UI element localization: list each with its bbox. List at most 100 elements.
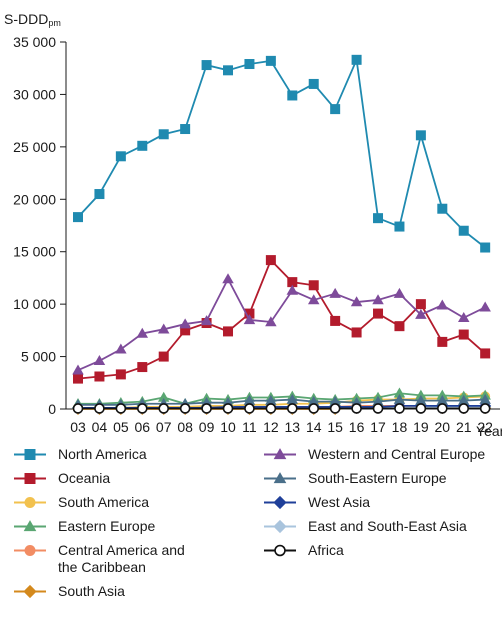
legend-symbol-east-and-south-east-asia xyxy=(264,519,296,534)
data-point-africa xyxy=(222,403,234,414)
x-tick-label: 07 xyxy=(156,419,172,435)
legend-marker xyxy=(24,497,36,508)
data-point-north-america xyxy=(201,60,212,71)
legend-item-eastern-europe: Eastern Europe xyxy=(12,518,155,535)
legend-symbol-south-asia xyxy=(14,584,46,599)
x-tick-label: 18 xyxy=(392,419,408,435)
data-point-oceania xyxy=(73,373,83,384)
data-point-western-and-central-europe xyxy=(329,287,341,298)
legend-item-east-and-south-east-asia: East and South-East Asia xyxy=(262,518,467,535)
data-point-north-america xyxy=(308,78,319,89)
data-point-south-eastern-europe xyxy=(436,394,449,405)
legend-item-south-america: South America xyxy=(12,494,149,511)
data-point-oceania xyxy=(223,326,234,337)
y-tick-label: 15 000 xyxy=(13,244,56,260)
legend-symbol-north-america xyxy=(14,449,46,460)
data-point-africa xyxy=(415,403,427,414)
data-point-north-america xyxy=(244,59,255,70)
data-point-oceania xyxy=(437,336,448,347)
data-point-north-america xyxy=(415,130,426,141)
legend-label: North America xyxy=(58,446,147,462)
data-point-africa xyxy=(286,403,298,414)
data-point-oceania xyxy=(180,325,191,336)
x-tick-label: 13 xyxy=(285,419,301,435)
data-point-western-and-central-europe xyxy=(286,284,299,295)
x-tick-label: 04 xyxy=(92,419,108,435)
series-north-america xyxy=(73,54,491,253)
legend-symbol-western-and-central-europe xyxy=(264,448,296,460)
x-tick-label: 09 xyxy=(199,419,215,435)
data-point-north-america xyxy=(115,151,126,162)
data-point-oceania xyxy=(373,308,384,319)
series-line-oceania xyxy=(77,258,486,380)
legend-label: East and South-East Asia xyxy=(308,518,467,534)
data-point-south-eastern-europe xyxy=(415,394,427,405)
data-point-western-and-central-europe xyxy=(72,364,84,375)
data-point-western-and-central-europe xyxy=(457,312,470,323)
legend-symbol-africa xyxy=(264,544,296,557)
legend-item-western-and-central-europe: Western and Central Europe xyxy=(262,446,485,463)
series-western-and-central-europe xyxy=(72,273,491,375)
data-point-western-and-central-europe xyxy=(115,343,127,354)
data-point-western-and-central-europe xyxy=(350,296,363,307)
legend-item-south-asia: South Asia xyxy=(12,583,125,600)
legend-symbol-eastern-europe xyxy=(14,520,46,532)
series-line-western-and-central-europe xyxy=(77,277,486,372)
data-point-oceania xyxy=(458,329,469,340)
x-tick-label: 06 xyxy=(135,419,151,435)
series-africa xyxy=(72,403,491,414)
legend-item-west-asia: West Asia xyxy=(262,494,370,511)
y-tick-label: 10 000 xyxy=(13,296,56,312)
data-point-south-eastern-europe xyxy=(286,393,299,404)
legend-label: Oceania xyxy=(58,470,111,486)
y-tick-label: 30 000 xyxy=(13,86,56,102)
x-tick-label: 12 xyxy=(263,419,279,435)
data-point-western-and-central-europe xyxy=(136,327,149,338)
data-point-north-america xyxy=(373,213,384,224)
legend-marker xyxy=(24,449,36,460)
data-point-africa xyxy=(372,403,384,414)
data-point-africa xyxy=(244,403,255,414)
legend-symbol-oceania xyxy=(14,473,46,484)
data-point-north-america xyxy=(94,189,105,200)
data-point-western-and-central-europe xyxy=(415,308,427,319)
data-point-north-america xyxy=(180,124,191,135)
data-point-south-eastern-europe xyxy=(265,394,277,405)
data-point-africa xyxy=(179,403,191,414)
legend-label: West Asia xyxy=(308,494,370,510)
legend-item-central-america-and-the-caribbean: Central America and the Caribbean xyxy=(12,542,193,576)
legend-item-south-eastern-europe: South-Eastern Europe xyxy=(262,470,447,487)
data-point-western-and-central-europe xyxy=(93,355,106,366)
data-point-north-america xyxy=(437,203,448,214)
x-tick-label: 15 xyxy=(327,419,343,435)
y-tick-label: 35 000 xyxy=(13,34,56,50)
data-point-western-and-central-europe xyxy=(436,299,449,310)
data-point-western-and-central-europe xyxy=(179,318,191,329)
legend-marker xyxy=(273,495,287,510)
legend-item-africa: Africa xyxy=(262,542,344,559)
data-point-oceania xyxy=(265,255,276,266)
data-point-south-eastern-europe xyxy=(307,395,320,406)
legend-label: South Asia xyxy=(58,583,125,599)
data-point-north-america xyxy=(458,225,469,236)
axes: 0 5 000 10 000 15 000 20 000 25 000 30 000 35 0… xyxy=(13,34,500,435)
x-tick-label: 03 xyxy=(70,419,86,435)
legend-marker xyxy=(273,448,287,460)
data-point-western-and-central-europe xyxy=(200,315,213,326)
x-tick-label: 11 xyxy=(242,419,257,435)
legend-label: South America xyxy=(58,494,150,510)
legend-marker xyxy=(24,473,36,484)
data-point-africa xyxy=(265,403,277,414)
data-point-north-america xyxy=(351,54,362,65)
data-point-oceania xyxy=(158,351,169,362)
data-point-north-america xyxy=(265,55,276,66)
data-point-south-eastern-europe xyxy=(457,394,470,405)
data-point-north-america xyxy=(330,104,341,115)
data-point-north-america xyxy=(137,140,148,151)
data-point-north-america xyxy=(158,129,169,140)
data-point-africa xyxy=(479,403,491,414)
data-point-western-and-central-europe xyxy=(222,273,234,284)
data-point-oceania xyxy=(94,371,105,382)
x-tick-label: 16 xyxy=(349,419,365,435)
legend-symbol-south-america xyxy=(14,497,46,508)
